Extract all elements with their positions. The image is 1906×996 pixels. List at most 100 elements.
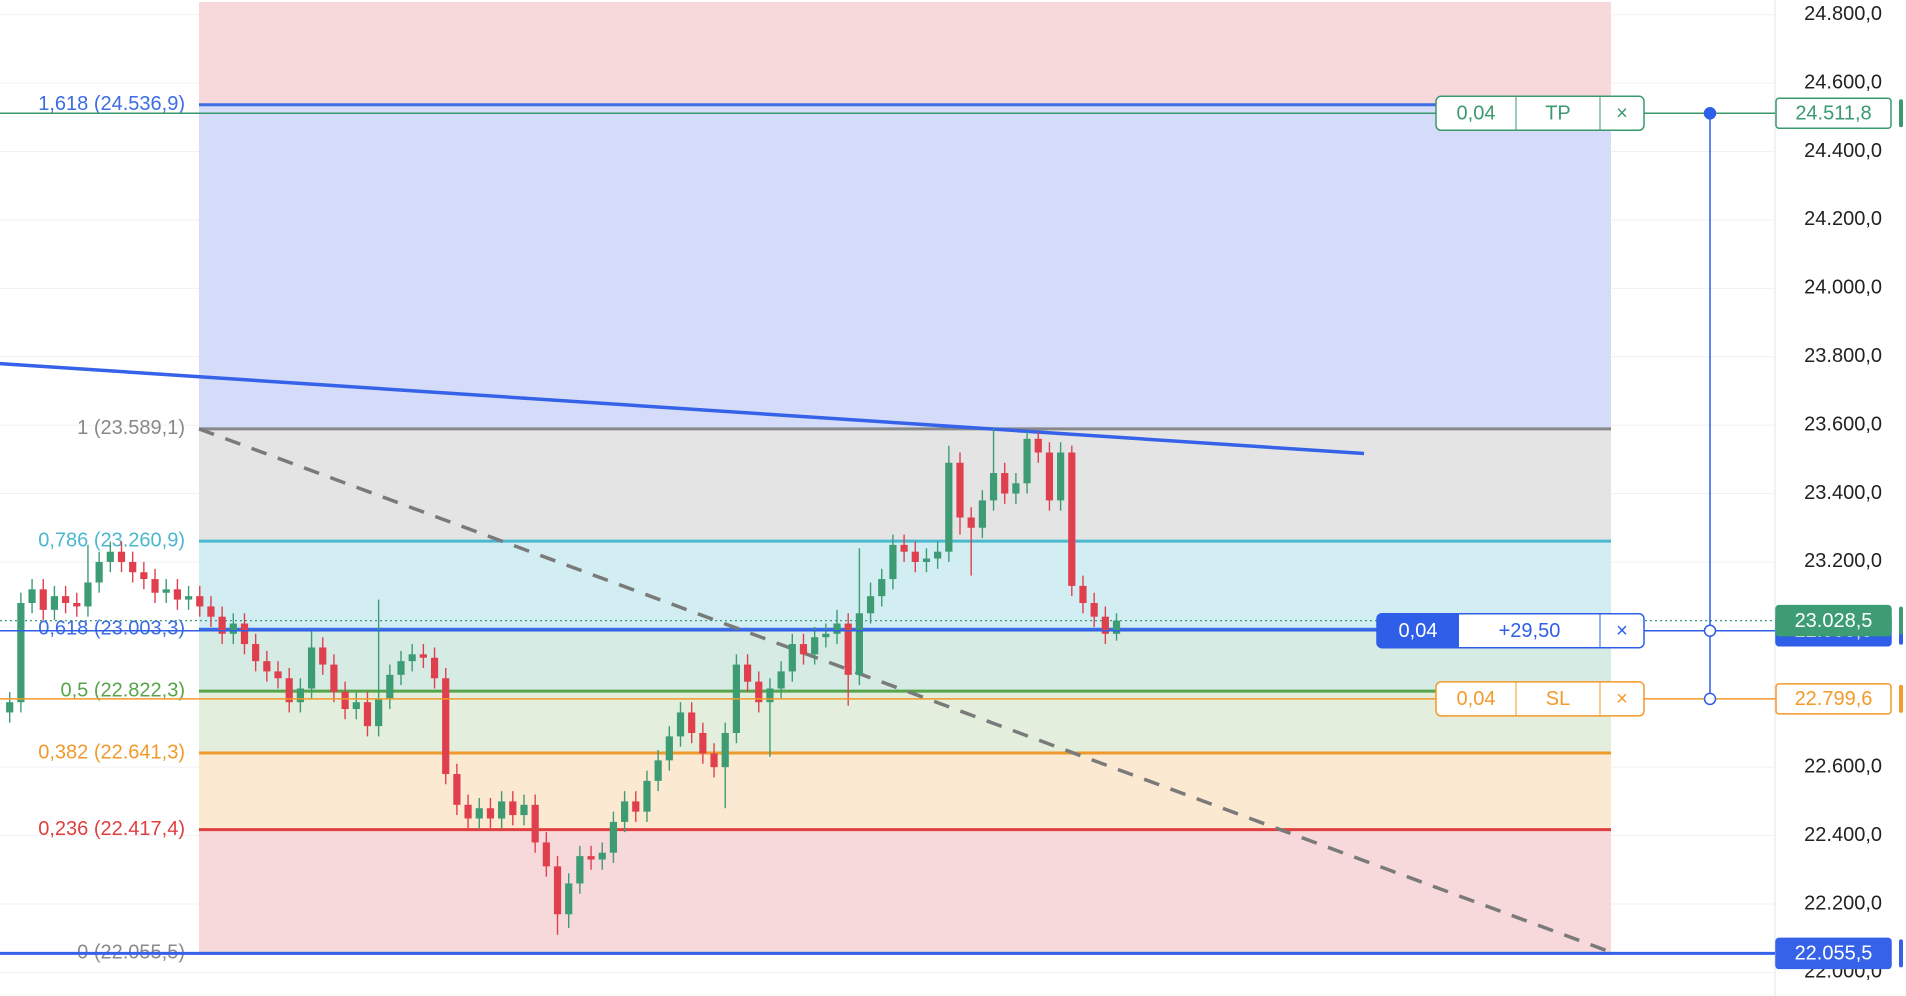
fib-zone [199,428,1611,542]
candle-body [553,866,562,915]
candle-body [330,664,338,692]
candle-body [878,579,886,597]
candle-body [889,544,897,580]
candle-body [430,657,439,679]
price-tag [1775,683,1892,715]
candle-body [17,603,25,703]
fib-level-label: 0,382 (22.641,3) [38,741,185,763]
fib-level-label: 0,5 (22.822,3) [60,679,185,701]
candle-body [486,808,495,819]
candle-body [609,821,618,853]
candle-body [296,688,304,703]
price-tag-marker [1899,939,1903,968]
candle-body [62,596,70,604]
candle-body [352,702,360,710]
candle-body [285,678,293,703]
y-tick-label: 24.200,0 [1804,208,1882,230]
candle-body [1057,452,1065,501]
candle-body [520,804,528,816]
price-tag [1775,97,1892,130]
candle-body [743,664,752,682]
bracket-handle [1703,692,1717,706]
candle-body [855,613,863,675]
fib-level-label: 0,786 (23.260,9) [38,529,185,551]
candle-body [84,582,92,607]
candle-body [240,623,249,645]
order-box [1435,95,1645,132]
candle-body [229,623,237,634]
candle-body [73,603,81,607]
bracket-handle [1703,624,1717,637]
candle-body [464,804,472,819]
fib-zone [199,541,1611,630]
candle-body [307,647,316,689]
candle-body [162,589,170,593]
candle-body [50,596,59,610]
trend-line [0,361,1365,456]
candle-body [788,644,796,672]
order-label: +29,50 [1499,620,1561,642]
candle-body [140,572,148,580]
candle-body [184,596,193,600]
candle-body [833,623,841,634]
candle-body [565,883,573,915]
price-tag-label: 22.799,6 [1795,688,1873,710]
candle-body [621,801,629,822]
fib-zone [199,104,1611,429]
candle-body [196,596,204,607]
candle-body [1068,452,1076,586]
candle-body [1112,620,1121,634]
order-close-button[interactable]: × [1616,620,1628,642]
candle-body [274,671,282,679]
candle-body [822,633,830,638]
order-close-button[interactable]: × [1616,688,1628,710]
candle-body [1001,473,1009,494]
order-label: TP [1545,103,1571,125]
candle-body [129,561,137,573]
candle-body [967,517,975,528]
candle-body [598,852,606,860]
candle-body [1045,452,1054,501]
order-box [1435,681,1645,717]
order-close-button[interactable]: × [1616,103,1628,125]
order-label: SL [1546,688,1570,710]
y-tick-label: 23.400,0 [1804,482,1882,504]
candle-body [710,753,718,768]
y-tick-label: 22.200,0 [1804,892,1882,914]
y-tick-label: 22.400,0 [1804,824,1882,846]
candle-body [777,671,785,689]
candle-body [341,691,349,710]
candle-body [676,712,685,737]
candle-body [386,674,394,699]
candle-body [989,473,998,501]
candle-body [1034,438,1042,453]
candle-body [531,804,539,843]
candle-body [542,842,550,867]
y-tick-label: 24.800,0 [1804,3,1882,25]
candle-body [509,801,517,816]
candle-body [844,623,852,675]
y-tick-label: 22.600,0 [1804,755,1882,777]
y-tick-label: 23.200,0 [1804,550,1882,572]
candle-body [811,637,819,655]
candle-body [363,702,372,727]
candle-body [1090,603,1098,617]
candle-body [866,596,875,614]
price-tag [1775,937,1892,970]
candle-body [587,856,595,860]
candle-body [1023,438,1031,484]
candle-body [900,544,908,552]
y-tick-label: 24.600,0 [1804,71,1882,93]
price-tag-marker [1899,99,1903,128]
candle-body [151,579,159,593]
candle-body [956,462,964,518]
candle-body [408,654,416,662]
fib-zone [199,753,1611,830]
candle-body [945,462,953,552]
candle-body [117,551,126,562]
candle-body [934,551,942,559]
price-tag [1775,604,1892,637]
order-quantity: 0,04 [1457,688,1496,710]
